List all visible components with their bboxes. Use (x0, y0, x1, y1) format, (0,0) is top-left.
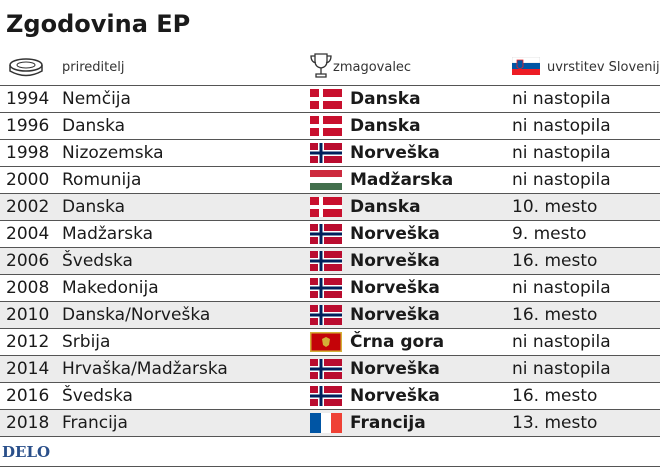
year: 2012 (6, 332, 50, 352)
year: 2016 (6, 386, 50, 406)
table-row: 2012 Srbija Črna gora ni nastopila (0, 329, 660, 356)
flag-france (310, 413, 342, 433)
host: Švedska (62, 251, 133, 271)
footer-logo: DELO (2, 443, 51, 461)
flag-norway (310, 305, 342, 325)
flag-norway (310, 224, 342, 244)
table-row: 2008 Makedonija Norveška ni nastopila (0, 275, 660, 302)
trophy-icon (310, 53, 332, 78)
host: Francija (62, 413, 128, 433)
slovenia-result: ni nastopila (512, 359, 611, 379)
host: Danska (62, 116, 126, 136)
year: 1996 (6, 116, 50, 136)
slovenia-result: 9. mesto (512, 224, 587, 244)
slovenia-result: ni nastopila (512, 332, 611, 352)
flag-norway (310, 386, 342, 406)
winner: Norveška (350, 143, 440, 163)
slovenia-result: 13. mesto (512, 413, 598, 433)
table-row: 1998 Nizozemska Norveška ni nastopila (0, 140, 660, 167)
slovenia-result: ni nastopila (512, 170, 611, 190)
slovenia-flag (512, 57, 540, 75)
flag-hungary (310, 170, 342, 190)
flag-montenegro (310, 332, 342, 352)
table-row: 1994 Nemčija Danska ni nastopila (0, 86, 660, 113)
year: 2014 (6, 359, 50, 379)
host: Hrvaška/Madžarska (62, 359, 228, 379)
slovenia-result: 10. mesto (512, 197, 598, 217)
flag-norway (310, 359, 342, 379)
slovenia-result: 16. mesto (512, 251, 598, 271)
winner: Norveška (350, 305, 440, 325)
host: Nemčija (62, 89, 131, 109)
slovenia-result: ni nastopila (512, 143, 611, 163)
title: Zgodovina EP (6, 10, 191, 38)
year: 2006 (6, 251, 50, 271)
table-row: 1996 Danska Danska ni nastopila (0, 113, 660, 140)
year: 2004 (6, 224, 50, 244)
flag-norway (310, 251, 342, 271)
slovenia-result: 16. mesto (512, 305, 598, 325)
year: 1994 (6, 89, 50, 109)
slovenia-result: 16. mesto (512, 386, 598, 406)
host: Makedonija (62, 278, 159, 298)
flags (0, 85, 660, 438)
slovenia-result: ni nastopila (512, 89, 611, 109)
stadium-icon (9, 58, 43, 77)
host: Danska (62, 197, 126, 217)
flag-denmark (310, 116, 342, 136)
winner: Norveška (350, 359, 440, 379)
winner: Francija (350, 413, 426, 433)
winner: Norveška (350, 224, 440, 244)
winner: Norveška (350, 251, 440, 271)
winner: Črna gora (350, 332, 445, 352)
column-header: zmagovalec (333, 60, 412, 75)
host: Srbija (62, 332, 111, 352)
column-header: prireditelj (62, 60, 125, 75)
year: 2008 (6, 278, 50, 298)
table-row: 2016 Švedska Norveška 16. mesto (0, 383, 660, 410)
winner: Norveška (350, 386, 440, 406)
column-header: uvrstitev Slovenije (547, 60, 660, 75)
winner: Madžarska (350, 170, 454, 190)
year: 2000 (6, 170, 50, 190)
flag-norway (310, 278, 342, 298)
bottom-rule (0, 466, 660, 467)
flag-denmark (310, 89, 342, 109)
year: 1998 (6, 143, 50, 163)
year: 2010 (6, 305, 50, 325)
winner: Danska (350, 89, 421, 109)
winner: Danska (350, 116, 421, 136)
table-row: 2004 Madžarska Norveška 9. mesto (0, 221, 660, 248)
host: Romunija (62, 170, 142, 190)
flag-norway (310, 143, 342, 163)
winner: Norveška (350, 278, 440, 298)
table-row: 2000 Romunija Madžarska ni nastopila (0, 167, 660, 194)
flag-denmark (310, 197, 342, 217)
year: 2018 (6, 413, 50, 433)
host: Danska/Norveška (62, 305, 211, 325)
year: 2002 (6, 197, 50, 217)
slovenia-result: ni nastopila (512, 278, 611, 298)
winner: Danska (350, 197, 421, 217)
host: Madžarska (62, 224, 154, 244)
host: Švedska (62, 386, 133, 406)
slovenia-result: ni nastopila (512, 116, 611, 136)
host: Nizozemska (62, 143, 164, 163)
